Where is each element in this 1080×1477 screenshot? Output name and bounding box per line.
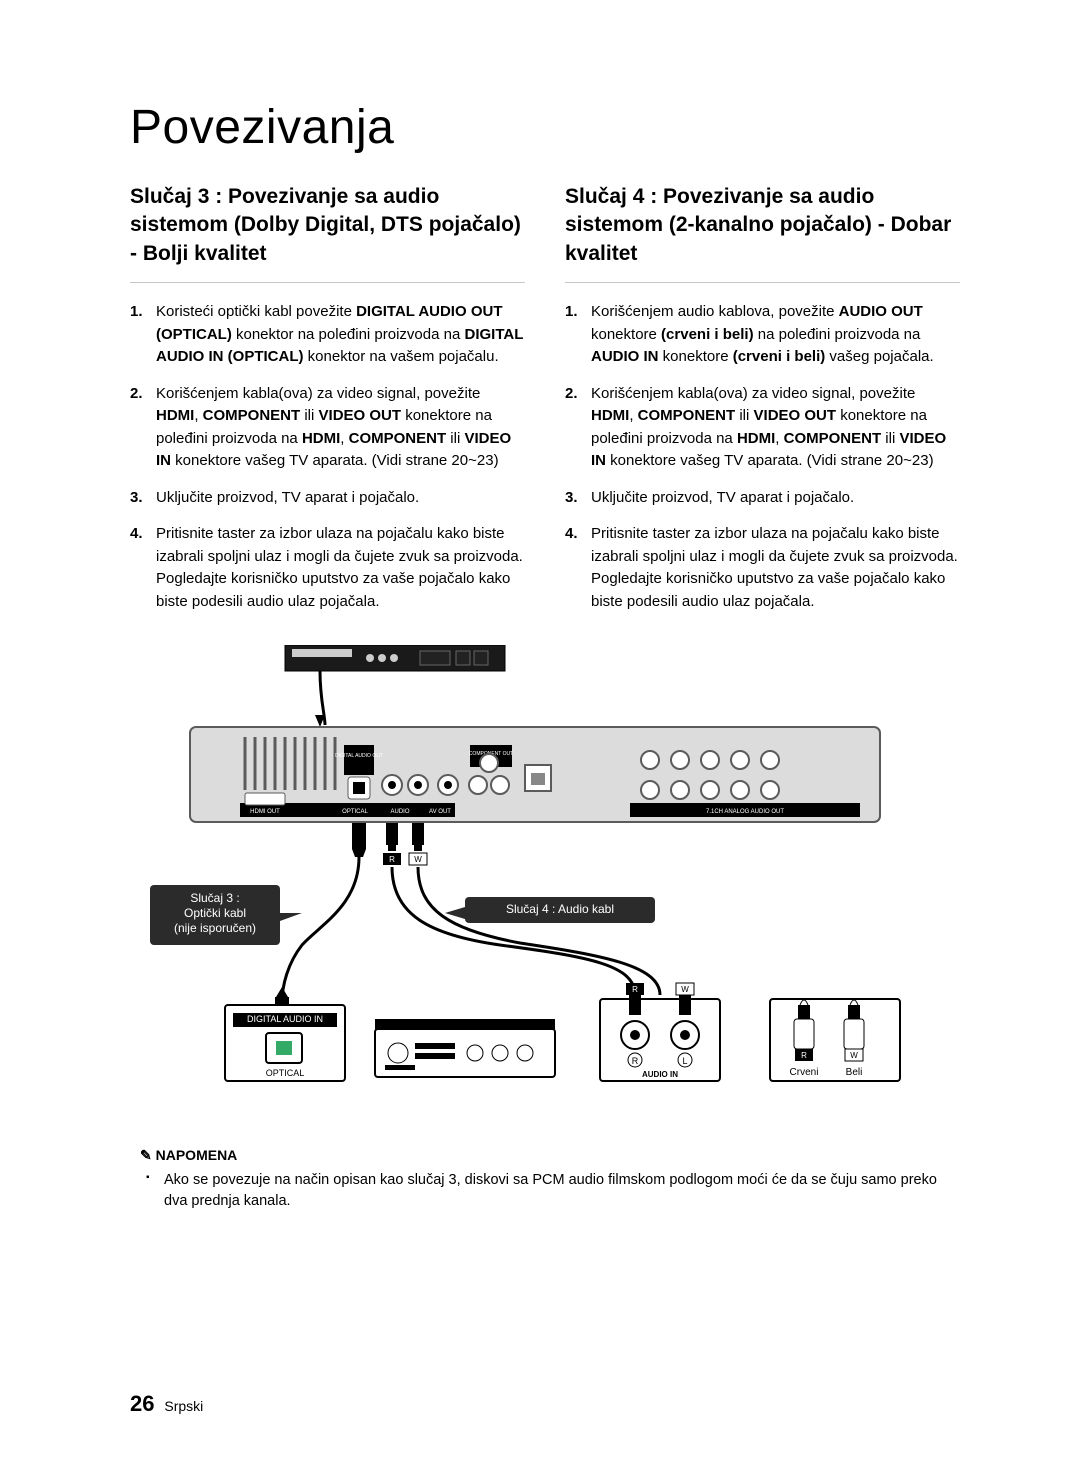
left-steps: 1.Koristeći optički kabl povežite DIGITA… [130, 301, 525, 613]
panel-digout-label: DIGITAL AUDIO OUT [335, 753, 383, 759]
step-item: 1.Koristeći optički kabl povežite DIGITA… [130, 301, 525, 369]
step-item: 2.Korišćenjem kabla(ova) za video signal… [565, 383, 960, 473]
step-text: Korišćenjem audio kablova, povežite AUDI… [591, 301, 960, 369]
panel-optical-label: OPTICAL [342, 809, 368, 815]
step-item: 3.Uključite proizvod, TV aparat i pojača… [130, 487, 525, 510]
audio-in-label: AUDIO IN [642, 1070, 678, 1079]
columns: Slučaj 3 : Povezivanje sa audio sistemom… [130, 183, 960, 627]
connection-diagram: HDMI OUT OPTICAL AUDIO AV OUT DIGITAL AU… [130, 645, 950, 1125]
rca-r-label: R [389, 855, 395, 864]
right-column: Slučaj 4 : Povezivanje sa audio sistemom… [565, 183, 960, 627]
step-number: 2. [130, 383, 156, 473]
note-body: Ako se povezuje na način opisan kao sluč… [140, 1170, 960, 1212]
step-text: Uključite proizvod, TV aparat i pojačalo… [156, 487, 525, 510]
r-circle: R [632, 1056, 639, 1066]
page-title: Povezivanja [130, 100, 960, 155]
panel-audio-label: AUDIO [390, 809, 409, 815]
panel-avout-label: AV OUT [429, 809, 451, 815]
step-number: 3. [130, 487, 156, 510]
step-item: 3.Uključite proizvod, TV aparat i pojača… [565, 487, 960, 510]
step-text: Uključite proizvod, TV aparat i pojačalo… [591, 487, 960, 510]
rca-w-label: W [414, 855, 422, 864]
note-section: NAPOMENA Ako se povezuje na način opisan… [130, 1147, 960, 1212]
panel-analog-label: 7.1CH ANALOG AUDIO OUT [706, 809, 784, 815]
step-number: 1. [565, 301, 591, 369]
step-text: Korišćenjem kabla(ova) za video signal, … [591, 383, 960, 473]
case3-label: Slučaj 3 : Optički kabl (nije isporučen) [156, 891, 274, 936]
digital-audio-in-label: DIGITAL AUDIO IN [233, 1014, 337, 1025]
step-number: 4. [130, 523, 156, 613]
l-circle: L [682, 1056, 687, 1066]
step-number: 3. [565, 487, 591, 510]
step-number: 2. [565, 383, 591, 473]
step-number: 1. [130, 301, 156, 369]
step-number: 4. [565, 523, 591, 613]
rca-w2-label: W [681, 985, 689, 994]
left-heading: Slučaj 3 : Povezivanje sa audio sistemom… [130, 183, 525, 283]
note-heading: NAPOMENA [140, 1147, 960, 1164]
panel-hdmi-label: HDMI OUT [250, 809, 280, 815]
right-steps: 1.Korišćenjem audio kablova, povežite AU… [565, 301, 960, 613]
step-text: Pritisnite taster za izbor ulaza na poja… [591, 523, 960, 613]
rca-r2-label: R [632, 985, 638, 994]
step-text: Pritisnite taster za izbor ulaza na poja… [156, 523, 525, 613]
step-item: 2.Korišćenjem kabla(ova) za video signal… [130, 383, 525, 473]
red-r: R [801, 1051, 807, 1060]
optical-label: OPTICAL [266, 1068, 305, 1078]
crveni-label: Crveni [790, 1067, 819, 1078]
step-text: Korišćenjem kabla(ova) za video signal, … [156, 383, 525, 473]
page-footer: 26 Srpski [130, 1391, 203, 1417]
page-number: 26 [130, 1391, 154, 1416]
left-column: Slučaj 3 : Povezivanje sa audio sistemom… [130, 183, 525, 627]
case4-label: Slučaj 4 : Audio kabl [470, 902, 650, 917]
step-item: 4.Pritisnite taster za izbor ulaza na po… [565, 523, 960, 613]
right-heading: Slučaj 4 : Povezivanje sa audio sistemom… [565, 183, 960, 283]
step-item: 4.Pritisnite taster za izbor ulaza na po… [130, 523, 525, 613]
white-w: W [850, 1051, 858, 1060]
step-item: 1.Korišćenjem audio kablova, povežite AU… [565, 301, 960, 369]
page-lang: Srpski [164, 1398, 203, 1414]
beli-label: Beli [846, 1067, 863, 1078]
step-text: Koristeći optički kabl povežite DIGITAL … [156, 301, 525, 369]
